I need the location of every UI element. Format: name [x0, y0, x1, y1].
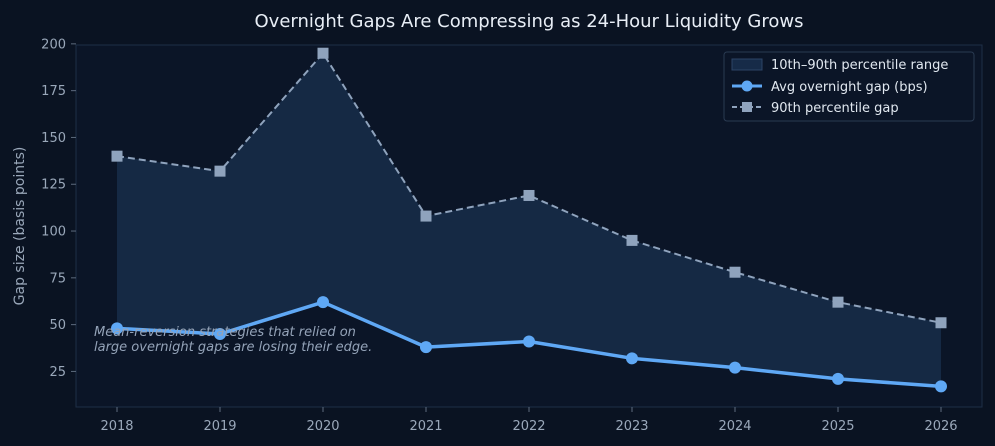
series-layer — [111, 47, 947, 393]
p90-marker — [935, 317, 947, 329]
y-axis-label: Gap size (basis points) — [12, 147, 28, 306]
avg-marker — [935, 380, 947, 393]
x-tick-label: 2022 — [512, 419, 545, 434]
x-tick-label: 2018 — [100, 419, 133, 434]
avg-marker — [523, 335, 535, 348]
y-tick-label: 75 — [49, 271, 66, 286]
p90-marker — [317, 47, 329, 59]
avg-marker — [420, 341, 432, 354]
annotation-line-1: Mean-reversion strategies that relied on — [94, 325, 356, 340]
avg-marker — [729, 361, 741, 374]
percentile-band — [117, 53, 941, 387]
p90-marker — [420, 210, 432, 222]
axes-layer: 25 50 75 100 125 150 175 200 2018 2019 2020 2021 202… — [41, 37, 957, 434]
x-tick-label: 2024 — [718, 419, 751, 434]
x-tick-label: 2026 — [924, 419, 957, 434]
legend-p90-marker — [742, 102, 752, 112]
legend: 10th–90th percentile range Avg overnight… — [723, 51, 975, 122]
x-tick-label: 2019 — [203, 419, 236, 434]
avg-marker — [832, 372, 844, 385]
x-tick-label: 2025 — [821, 419, 854, 434]
p90-marker — [832, 296, 844, 308]
y-tick-label: 125 — [41, 178, 66, 193]
avg-marker — [214, 327, 226, 340]
p90-marker — [729, 266, 741, 278]
y-tick-label: 50 — [49, 318, 66, 333]
legend-avg-label: Avg overnight gap (bps) — [771, 80, 928, 95]
p90-marker — [111, 150, 123, 162]
chart-title: Overnight Gaps Are Compressing as 24-Hou… — [255, 11, 804, 32]
y-tick-label: 175 — [41, 84, 66, 99]
legend-band-swatch — [731, 58, 763, 71]
band-layer — [117, 53, 941, 387]
x-tick-label: 2020 — [306, 419, 339, 434]
avg-marker — [626, 352, 638, 365]
annotation: Mean-reversion strategies that relied on… — [94, 325, 372, 355]
x-tick-label: 2023 — [615, 419, 648, 434]
y-tick-label: 25 — [49, 365, 66, 380]
legend-avg-marker — [741, 80, 753, 92]
p90-line — [116, 51, 942, 324]
legend-p90-label: 90th percentile gap — [771, 101, 899, 116]
y-tick-label: 200 — [41, 37, 66, 52]
avg-marker — [111, 322, 123, 335]
y-tick-label: 100 — [41, 225, 66, 240]
x-tick-label: 2021 — [409, 419, 442, 434]
p90-marker — [214, 165, 226, 177]
legend-box — [723, 51, 975, 122]
y-tick-label: 150 — [41, 131, 66, 146]
annotation-line-2: large overnight gaps are losing their ed… — [94, 340, 372, 355]
p90-marker — [523, 189, 535, 201]
legend-band-label: 10th–90th percentile range — [771, 58, 948, 73]
p90-marker — [626, 234, 638, 246]
avg-marker — [317, 296, 329, 309]
